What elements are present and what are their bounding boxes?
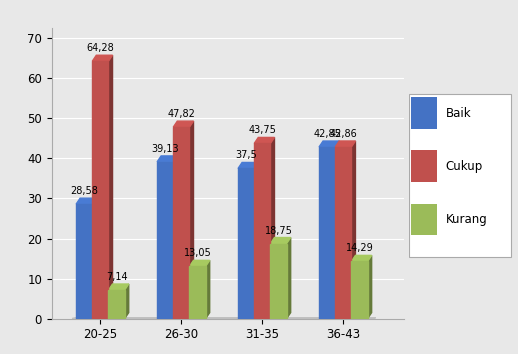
Polygon shape (319, 141, 339, 147)
Polygon shape (254, 162, 258, 319)
FancyBboxPatch shape (411, 150, 437, 182)
Polygon shape (173, 121, 194, 127)
Polygon shape (108, 55, 112, 319)
Polygon shape (190, 260, 210, 266)
Text: 39,13: 39,13 (151, 144, 179, 154)
Polygon shape (72, 318, 376, 319)
Polygon shape (190, 121, 194, 319)
Polygon shape (173, 127, 190, 319)
Text: 47,82: 47,82 (167, 109, 195, 119)
Polygon shape (173, 156, 177, 319)
Polygon shape (92, 55, 112, 61)
Text: 37,5: 37,5 (235, 150, 257, 160)
Polygon shape (270, 238, 291, 244)
Text: Cukup: Cukup (445, 160, 483, 173)
Polygon shape (157, 156, 177, 162)
Polygon shape (108, 284, 129, 290)
Polygon shape (335, 141, 355, 147)
FancyBboxPatch shape (411, 204, 437, 235)
Text: Baik: Baik (445, 107, 471, 120)
Polygon shape (108, 290, 125, 319)
Polygon shape (190, 266, 206, 319)
FancyBboxPatch shape (409, 94, 511, 257)
Text: 14,29: 14,29 (346, 244, 373, 253)
Text: 42,85: 42,85 (313, 129, 341, 139)
Polygon shape (351, 141, 355, 319)
Text: 7,14: 7,14 (106, 272, 127, 282)
Polygon shape (125, 284, 129, 319)
Polygon shape (238, 162, 258, 169)
Polygon shape (351, 261, 368, 319)
Polygon shape (270, 137, 275, 319)
Text: 42,86: 42,86 (329, 129, 357, 139)
Polygon shape (92, 61, 108, 319)
Polygon shape (335, 141, 339, 319)
Polygon shape (270, 244, 286, 319)
Polygon shape (335, 147, 351, 319)
Text: 13,05: 13,05 (184, 249, 211, 258)
Polygon shape (76, 198, 96, 204)
Text: 28,58: 28,58 (70, 186, 98, 196)
Polygon shape (319, 147, 335, 319)
Text: 18,75: 18,75 (265, 225, 293, 235)
Polygon shape (254, 143, 270, 319)
Text: Kurang: Kurang (445, 213, 487, 226)
Polygon shape (76, 204, 92, 319)
Text: 43,75: 43,75 (249, 125, 276, 136)
Text: 64,28: 64,28 (87, 43, 114, 53)
Polygon shape (368, 255, 371, 319)
Polygon shape (238, 169, 254, 319)
Polygon shape (286, 238, 291, 319)
Polygon shape (351, 255, 371, 261)
Polygon shape (254, 137, 275, 143)
Polygon shape (206, 260, 210, 319)
Polygon shape (92, 198, 96, 319)
Polygon shape (157, 162, 173, 319)
FancyBboxPatch shape (411, 97, 437, 129)
